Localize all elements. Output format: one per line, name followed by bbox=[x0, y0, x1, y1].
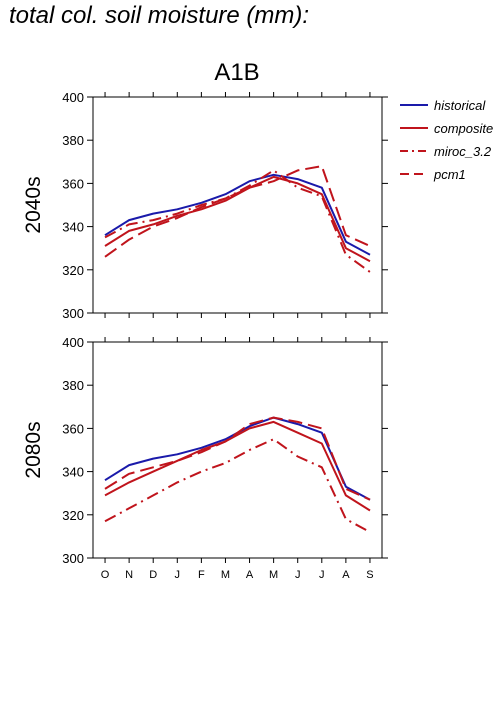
legend-item-historical: historical bbox=[400, 98, 486, 113]
x-tick-label: A bbox=[246, 569, 254, 581]
y-tick-label: 360 bbox=[62, 421, 84, 436]
plot-frame bbox=[92, 96, 383, 314]
panel-2080s: 300 320 340 360 380 400 O N D J F M A M J J A S 2080s bbox=[22, 335, 388, 581]
y-tick-label: 320 bbox=[62, 508, 84, 523]
panel-2040s: 300 320 340 360 380 400 2040s bbox=[22, 90, 388, 321]
panel-label: 2040s bbox=[22, 176, 45, 233]
legend-label: historical bbox=[434, 98, 486, 113]
y-tick-label: 360 bbox=[62, 176, 84, 191]
series-line-miroc_3.2 bbox=[104, 438, 371, 533]
x-tick-label: S bbox=[366, 569, 373, 581]
plot-frame bbox=[92, 341, 383, 559]
x-tick-label: M bbox=[221, 569, 230, 581]
x-tick-label: F bbox=[198, 569, 205, 581]
legend: historical composite miroc_3.2 pcm1 bbox=[400, 98, 493, 182]
x-tick-label: J bbox=[175, 569, 181, 581]
series-line-composite bbox=[104, 175, 371, 263]
legend-label: pcm1 bbox=[433, 167, 466, 182]
series-line-miroc_3.2 bbox=[104, 169, 371, 273]
x-tick-label: J bbox=[295, 569, 301, 581]
x-tick-label: O bbox=[101, 569, 110, 581]
legend-item-composite: composite bbox=[400, 121, 493, 136]
series-line-pcm1 bbox=[104, 165, 371, 258]
x-tick-label: M bbox=[269, 569, 278, 581]
series-line-pcm1 bbox=[104, 416, 371, 501]
figure-title: total col. soil moisture (mm): bbox=[9, 2, 310, 29]
chart-panels: 300 320 340 360 380 400 2040s 300 320 340 360 380 40… bbox=[22, 90, 388, 581]
legend-item-miroc_3.2: miroc_3.2 bbox=[400, 144, 492, 159]
y-tick-label: 300 bbox=[62, 306, 84, 321]
x-tick-label: A bbox=[342, 569, 350, 581]
panel-label: 2080s bbox=[22, 421, 45, 478]
x-tick-label: J bbox=[319, 569, 325, 581]
y-tick-label: 320 bbox=[62, 263, 84, 278]
series-line-composite bbox=[104, 420, 371, 512]
series-line-historical bbox=[104, 173, 371, 256]
y-tick-label: 340 bbox=[62, 220, 84, 235]
y-tick-label: 300 bbox=[62, 551, 84, 566]
legend-label: miroc_3.2 bbox=[434, 144, 492, 159]
y-tick-label: 400 bbox=[62, 335, 84, 350]
y-tick-label: 380 bbox=[62, 378, 84, 393]
y-tick-label: 380 bbox=[62, 133, 84, 148]
y-tick-label: 340 bbox=[62, 465, 84, 480]
legend-item-pcm1: pcm1 bbox=[400, 167, 466, 182]
y-tick-label: 400 bbox=[62, 90, 84, 105]
legend-label: composite bbox=[434, 121, 493, 136]
x-tick-label: D bbox=[149, 569, 157, 581]
scenario-title: A1B bbox=[214, 59, 259, 86]
x-tick-label: N bbox=[125, 569, 133, 581]
